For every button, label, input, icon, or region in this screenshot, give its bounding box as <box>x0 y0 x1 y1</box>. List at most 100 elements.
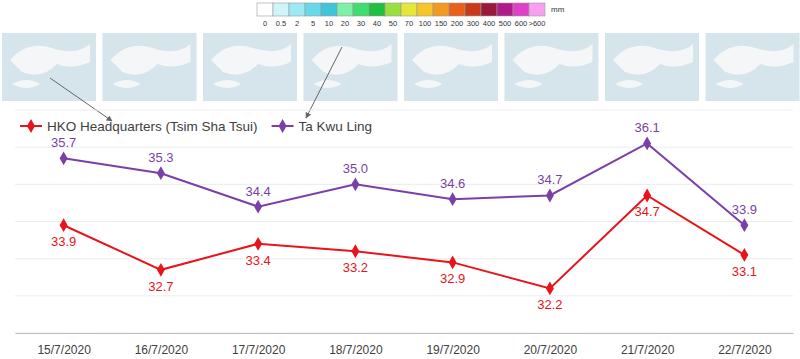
map-thumbnail <box>706 33 800 101</box>
legend-item: HKO Headquarters (Tsim Sha Tsui) <box>20 119 258 134</box>
color-bar-unit: mm <box>551 5 565 14</box>
map-land <box>412 44 492 75</box>
pointer-arrow <box>306 47 342 118</box>
series-marker <box>254 237 262 251</box>
color-bar-box <box>433 3 449 16</box>
map-land <box>111 44 191 75</box>
data-label: 33.9 <box>51 234 76 249</box>
color-bar-label: >600 <box>529 19 546 28</box>
map-island <box>615 80 643 88</box>
map-thumbnail <box>2 33 96 101</box>
x-tick: 21/7/2020 <box>621 333 675 357</box>
series-marker <box>449 192 457 206</box>
legend: HKO Headquarters (Tsim Sha Tsui) Ta Kwu L… <box>20 119 372 134</box>
color-bar-box <box>337 3 353 16</box>
x-tick: 18/7/2020 <box>329 333 383 357</box>
series-marker <box>157 263 165 277</box>
map-thumbnail <box>404 33 498 101</box>
color-bar-box <box>305 3 321 16</box>
series-marker <box>546 281 554 295</box>
data-label: 35.3 <box>148 150 173 165</box>
legend-marker <box>27 119 35 133</box>
color-bar-box <box>385 3 401 16</box>
series-marker <box>740 218 748 232</box>
data-label: 32.9 <box>440 271 465 286</box>
data-label: 33.9 <box>732 202 757 217</box>
x-tick: 19/7/2020 <box>426 333 480 357</box>
grid-line <box>15 147 793 148</box>
color-bar-label: 500 <box>499 19 512 28</box>
color-bar-label: 30 <box>357 19 365 28</box>
color-bar-box <box>465 3 481 16</box>
map-island <box>515 80 543 88</box>
color-bar-label: 40 <box>373 19 381 28</box>
map-thumbnail <box>605 33 699 101</box>
color-bar-box <box>273 3 289 16</box>
map-sea <box>505 33 599 101</box>
map-land <box>714 44 794 75</box>
color-bar-box <box>257 3 273 16</box>
data-label: 32.2 <box>537 297 562 312</box>
map-island <box>213 80 241 88</box>
map-island <box>716 80 744 88</box>
data-label: 34.6 <box>440 176 465 191</box>
x-tick-label: 20/7/2020 <box>524 343 578 357</box>
map-sea <box>706 33 800 101</box>
map-land <box>613 44 693 75</box>
color-bar-label: 600 <box>515 19 528 28</box>
data-label: 34.4 <box>245 184 270 199</box>
data-label: 33.2 <box>343 260 368 275</box>
x-axis-line <box>16 333 794 334</box>
map-sea <box>605 33 699 101</box>
color-bar-box <box>401 3 417 16</box>
color-bar: 00.525102030405070100150200300400500600>… <box>257 3 565 28</box>
color-bar-box <box>417 3 433 16</box>
data-label: 32.7 <box>148 279 173 294</box>
color-bar-box <box>321 3 337 16</box>
map-land <box>513 44 593 75</box>
color-bar-box <box>369 3 385 16</box>
x-tick: 22/7/2020 <box>718 333 772 357</box>
series-marker <box>740 248 748 262</box>
data-label: 34.7 <box>537 172 562 187</box>
color-bar-box <box>529 3 545 16</box>
series-marker <box>60 151 68 165</box>
series-marker <box>546 189 554 203</box>
chart: 00.525102030405070100150200300400500600>… <box>0 0 800 359</box>
x-tick: 15/7/2020 <box>37 333 91 357</box>
data-label: 33.1 <box>732 264 757 279</box>
color-bar-label: 100 <box>419 19 432 28</box>
series-line <box>64 143 745 225</box>
data-label: 34.7 <box>634 204 659 219</box>
color-bar-label: 50 <box>389 19 397 28</box>
plot-marks <box>60 137 749 296</box>
data-label: 33.4 <box>245 253 270 268</box>
map-thumbnail <box>203 33 297 101</box>
color-bar-box <box>513 3 529 16</box>
x-tick: 16/7/2020 <box>135 333 189 357</box>
map-island <box>12 80 40 88</box>
legend-item: Ta Kwu Ling <box>272 119 373 134</box>
map-island <box>314 80 342 88</box>
series-marker <box>643 189 651 203</box>
data-label: 35.7 <box>51 135 76 150</box>
map-island <box>113 80 141 88</box>
legend-label: HKO Headquarters (Tsim Sha Tsui) <box>47 119 258 134</box>
color-bar-label: 70 <box>405 19 413 28</box>
pointer-arrow <box>50 78 112 121</box>
legend-marker <box>279 119 287 133</box>
series-marker <box>351 177 359 191</box>
map-sea <box>2 33 96 101</box>
map-thumbnail <box>304 33 398 101</box>
map-sea <box>304 33 398 101</box>
color-bar-box <box>449 3 465 16</box>
color-bar-label: 150 <box>435 19 448 28</box>
color-bar-box <box>353 3 369 16</box>
x-tick-label: 16/7/2020 <box>135 343 189 357</box>
map-thumbnail <box>505 33 599 101</box>
map-island <box>414 80 442 88</box>
grid-line <box>15 295 793 296</box>
color-bar-box <box>497 3 513 16</box>
legend-label: Ta Kwu Ling <box>299 119 373 134</box>
map-land <box>312 44 392 75</box>
